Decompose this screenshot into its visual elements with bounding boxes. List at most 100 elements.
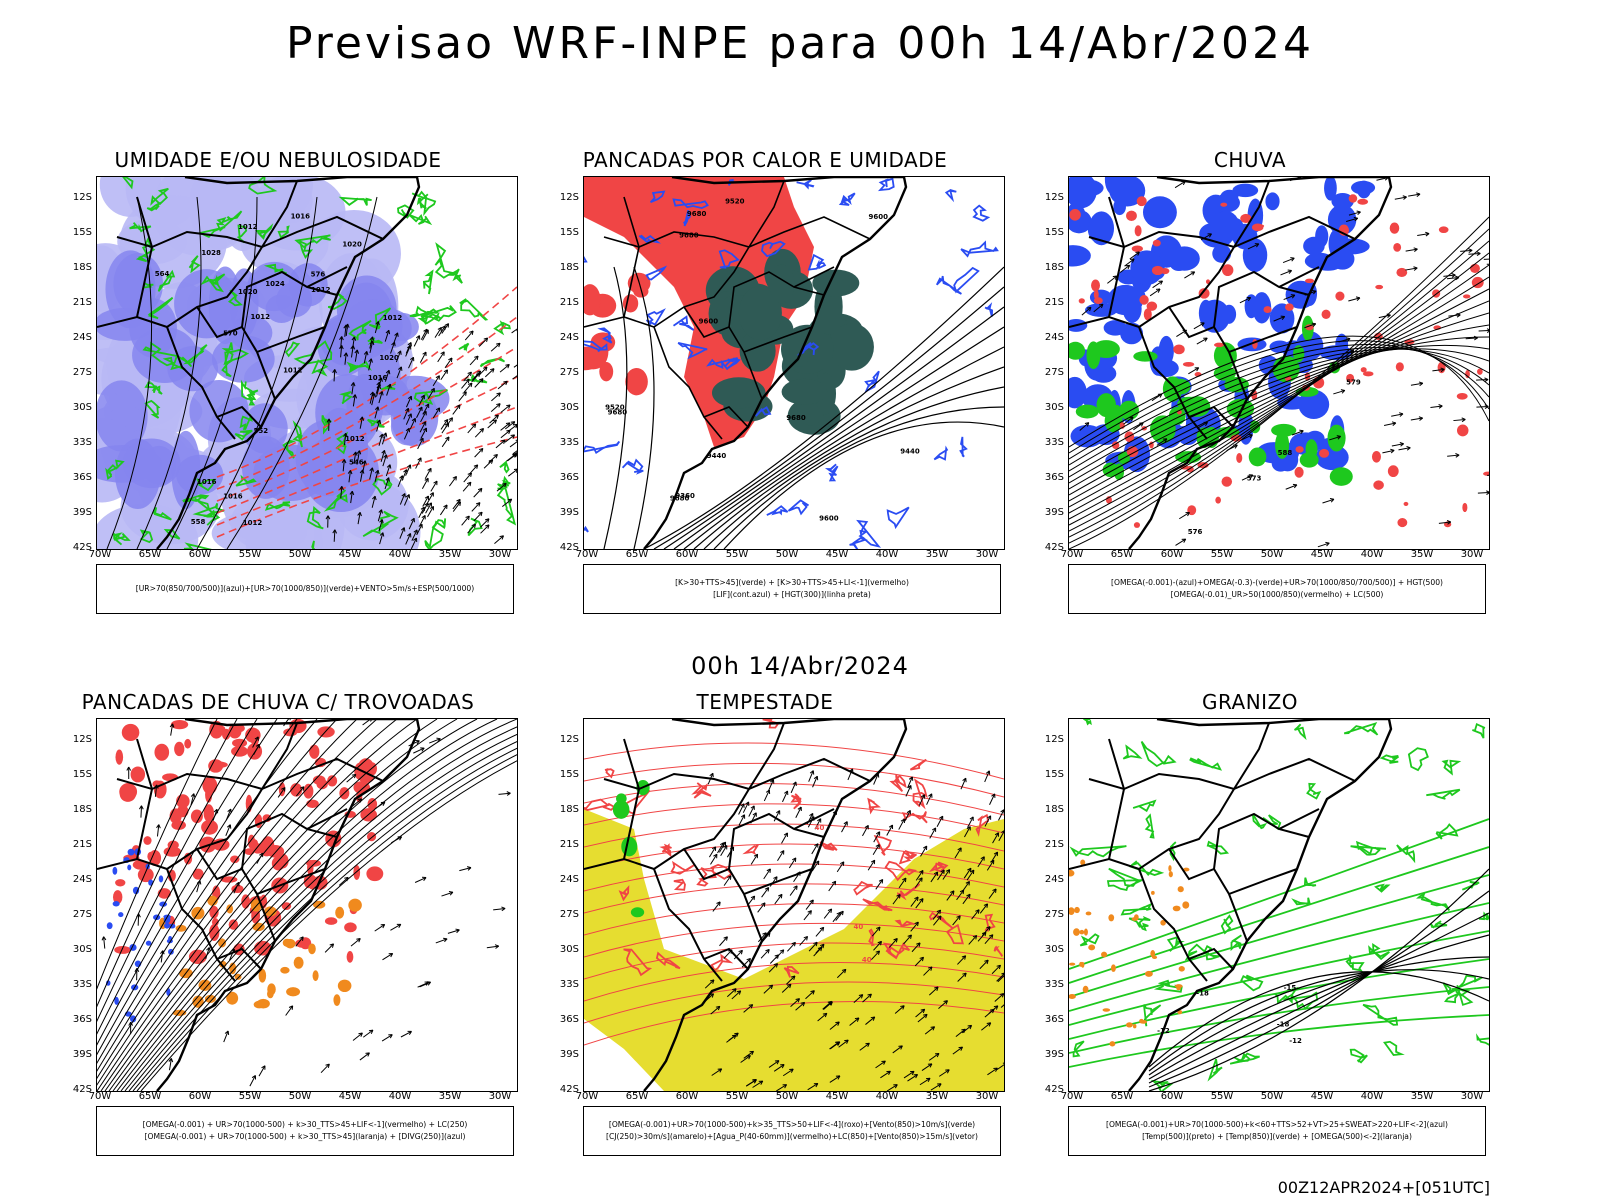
lon-tick-label: 65W (625, 549, 649, 560)
legend-box: [UR>70(850/700/500)](azul)+[UR>70(1000/8… (96, 564, 514, 614)
map-area (96, 718, 518, 1092)
lat-tick-label: 12S (72, 192, 92, 203)
longitude-axis: 70W 65W 60W 55W 50W 45W 40W 35W 30W (576, 1091, 1003, 1105)
lon-tick-label: 35W (1410, 1091, 1434, 1102)
lat-tick-label: 18S (72, 804, 92, 815)
lon-tick-label: 35W (438, 549, 462, 560)
lon-tick-label: 50W (288, 549, 312, 560)
lat-tick-label: 42S (1044, 542, 1064, 553)
longitude-axis: 70W 65W 60W 55W 50W 45W 40W 35W 30W (89, 549, 516, 563)
lat-tick-label: 33S (1044, 979, 1064, 990)
latitude-axis: 12S 15S 18S 21S 24S 27S 30S 33S 36S 39S 42S (545, 718, 581, 1095)
lon-tick-label: 30W (488, 1091, 512, 1102)
lon-tick-label: 50W (1260, 549, 1284, 560)
lon-tick-label: 60W (675, 1091, 699, 1102)
lon-tick-label: 50W (775, 1091, 799, 1102)
lat-tick-label: 12S (1044, 734, 1064, 745)
panel-pancadas-calor: PANCADAS POR CALOR E UMIDADE 12S 15S 18S 21S… (545, 148, 1005, 614)
contour-label: 1016 (368, 374, 388, 382)
panel-title: GRANIZO (1201, 690, 1299, 714)
red-storm-cells (112, 719, 384, 965)
lon-tick-label: 40W (1360, 549, 1384, 560)
lat-tick-label: 36S (1044, 1014, 1064, 1025)
lon-tick-label: 55W (238, 1091, 262, 1102)
streamlines (97, 719, 517, 1091)
contour-label: 1020 (238, 288, 258, 296)
west-red-cells (584, 272, 651, 396)
lat-tick-label: 39S (72, 507, 92, 518)
lon-tick-label: 60W (1160, 1091, 1184, 1102)
lon-tick-label: 60W (188, 1091, 212, 1102)
panel-pancadas-trovoadas: PANCADAS DE CHUVA C/ TROVOADAS 12S 15S 18S 2… (58, 690, 518, 1156)
lon-tick-label: 55W (238, 549, 262, 560)
legend-line: [CJ(250)>30m/s](amarelo)+[Agua_P(40-60mm… (606, 1132, 978, 1141)
latitude-axis: 12S 15S 18S 21S 24S 27S 30S 33S 36S 39S 42S (1030, 176, 1066, 553)
lat-tick-label: 30S (72, 944, 92, 955)
lat-tick-label: 15S (1044, 227, 1064, 238)
lat-tick-label: 12S (72, 734, 92, 745)
panel-title: PANCADAS POR CALOR E UMIDADE (582, 148, 948, 172)
lat-tick-label: 18S (1044, 262, 1064, 273)
panel-title: PANCADAS DE CHUVA C/ TROVOADAS (81, 690, 475, 714)
legend-line: [K>30+TTS>45](verde) + [K>30+TTS>45+LI<-… (675, 578, 909, 587)
map-svg: 588 579 576 573 (1069, 177, 1489, 549)
contour-label: 9680 (679, 231, 699, 239)
map-area: 1012 1012 1012 1016 1012 1012 1020 1016 1012 1016… (96, 176, 518, 550)
contour-label: -15 (1284, 984, 1297, 992)
lon-tick-label: 40W (875, 1091, 899, 1102)
panel-chuva: CHUVA 12S 15S 18S 21S 24S 27S 30S 33S 36S 39S 42S 58… (1030, 148, 1490, 614)
country-borders (584, 177, 908, 549)
lat-tick-label: 24S (1044, 332, 1064, 343)
lat-tick-label: 15S (559, 769, 579, 780)
country-borders (97, 719, 421, 1091)
contour-label: 1012 (283, 366, 303, 374)
lat-tick-label: 27S (559, 367, 579, 378)
lat-tick-label: 30S (559, 402, 579, 413)
contour-label: 579 (1346, 379, 1361, 387)
lon-tick-label: 30W (488, 549, 512, 560)
lat-tick-label: 18S (559, 804, 579, 815)
lat-tick-label: 39S (72, 1049, 92, 1060)
contour-label: 9680 (786, 414, 806, 422)
panel-tempestade: TEMPESTADE 12S 15S 18S 21S 24S 27S 30S 33S 36S 39S… (545, 690, 1005, 1156)
lat-tick-label: 27S (559, 909, 579, 920)
lon-tick-label: 35W (438, 1091, 462, 1102)
lon-tick-label: 45W (825, 549, 849, 560)
panel-granizo: GRANIZO 12S 15S 18S 21S 24S 27S 30S 33S 36S 39S 42S… (1030, 690, 1490, 1156)
contour-label: 1012 (238, 223, 258, 231)
contour-label: 9600 (869, 213, 889, 221)
hgt500-lines (1069, 216, 1489, 549)
green-temp850-contours (1069, 719, 1489, 1091)
footer-run-label: 00Z12APR2024+[051UTC] (1277, 1178, 1490, 1197)
map-svg: 9680968096809600952096809680960094409520… (584, 177, 1004, 549)
lon-tick-label: 70W (575, 549, 599, 560)
contour-label: 576 (1188, 528, 1203, 536)
contour-label: 9520 (605, 404, 625, 412)
contour-label: 9680 (608, 409, 628, 417)
legend-box: [OMEGA(-0.001)-(azul)+OMEGA(-0.3)-(verde… (1068, 564, 1486, 614)
lon-tick-label: 70W (1060, 1091, 1084, 1102)
hgt300-west-lines (603, 266, 655, 549)
lon-tick-label: 40W (875, 549, 899, 560)
green-temp850-lines (1069, 818, 1489, 1068)
lon-tick-label: 50W (288, 1091, 312, 1102)
legend-line: [Temp(500)](preto) + [Temp(850)](verde) … (1142, 1132, 1412, 1141)
lon-tick-label: 65W (625, 1091, 649, 1102)
main-title: Previsao WRF-INPE para 00h 14/Abr/2024 (285, 18, 1314, 69)
lat-tick-label: 12S (559, 734, 579, 745)
lat-tick-label: 24S (559, 874, 579, 885)
contour-label: 1016 (223, 492, 243, 500)
legend-line: [OMEGA(-0.001)+UR>70(1000-500)+k<60+TTS>… (1105, 1120, 1448, 1129)
lat-tick-label: 18S (559, 262, 579, 273)
contour-label: 1016 (197, 478, 217, 486)
hgt300-lines (643, 266, 1004, 549)
lat-tick-label: 21S (1044, 839, 1064, 850)
latitude-axis: 12S 15S 18S 21S 24S 27S 30S 33S 36S 39S 42S (58, 176, 94, 553)
lat-tick-label: 27S (72, 367, 92, 378)
country-borders (1069, 719, 1393, 1091)
contour-label: 1020 (342, 240, 362, 248)
panel-title: UMIDADE E/OU NEBULOSIDADE (114, 148, 442, 172)
lat-tick-label: 39S (559, 1049, 579, 1060)
contour-label: 573 (1247, 474, 1262, 482)
latitude-axis: 12S 15S 18S 21S 24S 27S 30S 33S 36S 39S 42S (545, 176, 581, 553)
